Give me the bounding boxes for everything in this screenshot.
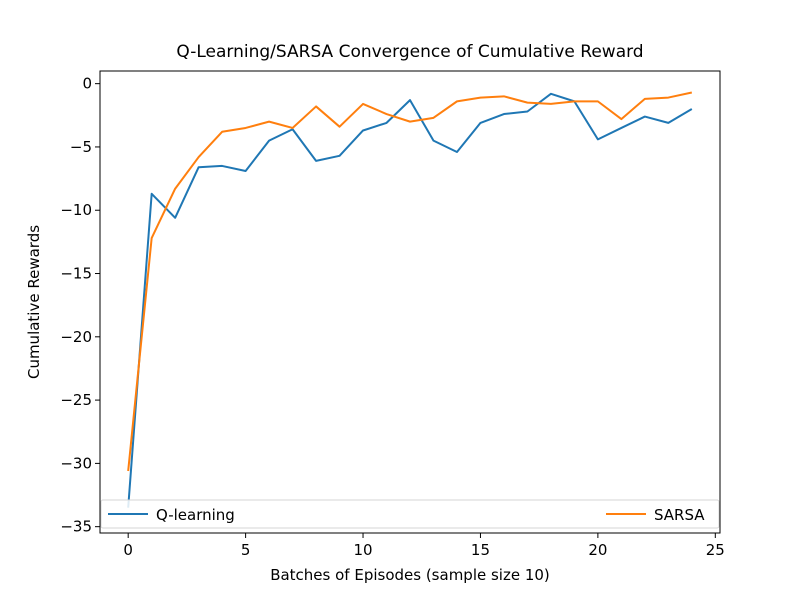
- x-tick-label: 10: [353, 541, 372, 559]
- series-line-q-learning: [127, 92, 693, 508]
- y-tick-label: −20: [60, 328, 92, 346]
- x-tick-label: 20: [588, 541, 607, 559]
- y-axis-label: Cumulative Rewards: [25, 225, 43, 379]
- y-tick-label: −25: [60, 391, 92, 409]
- y-tick-label: −35: [60, 518, 92, 536]
- y-axis-ticks: 0 −5 −10 −15 −20 −25 −30 −35: [60, 75, 100, 536]
- x-axis-label: Batches of Episodes (sample size 10): [270, 566, 550, 584]
- y-tick-label: −10: [60, 201, 92, 219]
- y-tick-label: −30: [60, 454, 92, 472]
- legend-label-sarsa: SARSA: [654, 506, 705, 524]
- x-axis-ticks: 0 5 10 15 20 25: [123, 533, 725, 559]
- chart-title: Q-Learning/SARSA Convergence of Cumulati…: [176, 42, 643, 62]
- legend-label-q-learning: Q-learning: [156, 506, 235, 524]
- y-tick-label: −15: [60, 265, 92, 283]
- legend: Q-learning SARSA: [100, 499, 720, 529]
- plot-area-frame: [99, 70, 721, 534]
- series-layer: [127, 91, 693, 508]
- legend-frame: [100, 499, 720, 529]
- x-tick-label: 15: [471, 541, 490, 559]
- series-line-sarsa: [127, 91, 693, 472]
- y-tick-label: −5: [70, 138, 92, 156]
- x-tick-label: 5: [241, 541, 251, 559]
- x-tick-label: 25: [706, 541, 725, 559]
- x-tick-label: 0: [123, 541, 133, 559]
- y-tick-label: 0: [82, 75, 92, 93]
